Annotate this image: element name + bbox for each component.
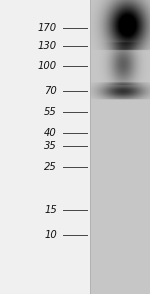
Text: 100: 100 <box>38 61 57 71</box>
Text: 10: 10 <box>44 230 57 240</box>
Text: 170: 170 <box>38 23 57 33</box>
Text: 15: 15 <box>44 205 57 215</box>
Text: 40: 40 <box>44 128 57 138</box>
Text: 25: 25 <box>44 162 57 172</box>
Text: 130: 130 <box>38 41 57 51</box>
FancyBboxPatch shape <box>90 0 150 294</box>
Text: 35: 35 <box>44 141 57 151</box>
Text: 70: 70 <box>44 86 57 96</box>
Text: 55: 55 <box>44 107 57 117</box>
